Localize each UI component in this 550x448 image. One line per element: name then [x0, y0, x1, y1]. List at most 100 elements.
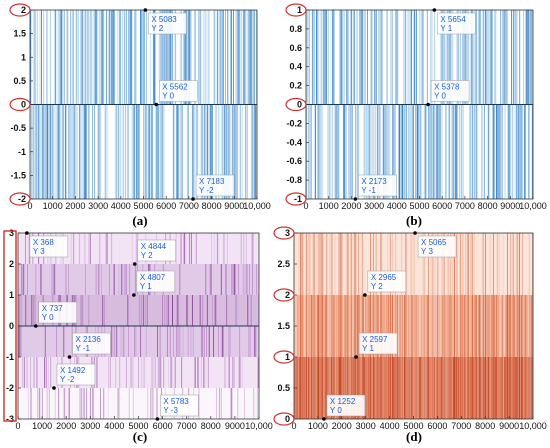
highlight-bracket: [3, 230, 17, 422]
y-tick-label: -0.8: [286, 175, 302, 185]
y-tick-label: 1.5: [277, 321, 290, 331]
x-tick-label: 8000: [201, 421, 221, 431]
datatip-box: [148, 12, 187, 35]
datatip-box: [326, 394, 366, 417]
x-tick-label: 7000: [455, 201, 475, 211]
y-tick-label: -0.5: [10, 123, 26, 133]
datatip-x-text: X 5562: [162, 83, 188, 92]
y-tick-label: -3: [6, 414, 14, 424]
y-tick-label: 0: [285, 414, 290, 424]
datatip-x-text: X 737: [42, 304, 63, 313]
y-tick-label: 2.5: [277, 259, 290, 269]
highlight-circle: [273, 226, 295, 240]
x-tick-label: 7000: [451, 421, 471, 431]
datatip-y-text: Y -3: [163, 406, 178, 415]
y-tick-label: -2: [18, 194, 26, 204]
datatip-x-text: X 2597: [362, 335, 388, 344]
datatip-box: [136, 270, 176, 293]
datatip-box: [29, 235, 69, 258]
datatip-marker: [154, 102, 159, 107]
level-band: [18, 326, 259, 357]
y-tick-label: -1.5: [10, 170, 26, 180]
datatip-marker: [52, 386, 56, 390]
panel-label: (d): [406, 429, 422, 444]
datatip-marker: [132, 293, 136, 297]
highlight-circle: [285, 192, 307, 206]
datatip-y-text: Y -2: [199, 186, 214, 195]
x-tick-label: 9000: [499, 421, 519, 431]
x-tick-label: 4000: [380, 421, 400, 431]
datatip-y-text: Y 1: [362, 344, 374, 353]
datatip-marker: [155, 417, 160, 421]
panel-label: (c): [133, 429, 147, 444]
highlight-circle: [9, 3, 31, 17]
x-tick-label: 5000: [128, 421, 148, 431]
highlight-circle: [273, 288, 295, 302]
x-tick-label: 9000: [224, 201, 244, 211]
datatip-y-text: Y 2: [151, 24, 163, 33]
datatip-marker: [363, 293, 367, 297]
datatip-y-text: Y 0: [162, 92, 174, 101]
level-band: [294, 295, 533, 357]
datatip-y-text: Y 3: [33, 247, 45, 256]
datatip-y-text: Y 1: [140, 282, 152, 291]
datatip-y-text: Y 1: [440, 24, 452, 33]
y-tick-label: 0.6: [289, 43, 302, 53]
datatip-x-text: X 1252: [330, 397, 356, 406]
datatip-x-text: X 2965: [371, 273, 397, 282]
datatip-y-text: Y 0: [330, 406, 342, 415]
highlight-circle: [285, 3, 307, 17]
highlight-circle: [9, 97, 31, 112]
x-tick-label: 10,000: [243, 201, 271, 211]
level-band: [294, 233, 533, 295]
datatip-marker: [426, 102, 430, 107]
x-tick-label: 8000: [478, 201, 498, 211]
x-tick-label: 9000: [225, 421, 245, 431]
x-tick-label: 10,000: [519, 201, 547, 211]
datatip-x-text: X 5654: [440, 15, 466, 24]
datatip-marker: [322, 417, 326, 421]
datatip-y-text: Y -2: [60, 375, 75, 384]
datatip-x-text: X 5083: [151, 15, 177, 24]
x-tick-label: 0: [291, 421, 296, 431]
y-tick-label: 1: [21, 52, 26, 62]
datatip-marker: [67, 355, 72, 359]
datatip-marker: [353, 197, 358, 201]
x-tick-label: 3000: [364, 201, 384, 211]
datatip-marker: [191, 197, 195, 201]
datatip-box: [137, 239, 176, 262]
datatip-y-text: Y -1: [361, 186, 376, 195]
datatip-y-text: Y 3: [421, 247, 433, 256]
highlight-circle: [285, 97, 307, 112]
x-tick-label: 5000: [403, 421, 423, 431]
datatip-x-text: X 5065: [421, 238, 447, 247]
x-tick-label: 3000: [80, 421, 100, 431]
x-tick-label: 0: [15, 421, 20, 431]
datatip-box: [195, 174, 235, 197]
datatip-x-text: X 5378: [434, 83, 460, 92]
y-tick-label: -0.2: [286, 118, 302, 128]
datatip-marker: [132, 262, 137, 266]
y-tick-label: -0.6: [286, 156, 302, 166]
x-tick-label: 4000: [387, 201, 407, 211]
y-tick-label: -1: [294, 194, 302, 204]
datatip-marker: [354, 355, 358, 359]
panel-label: (b): [406, 213, 422, 228]
highlight-circle: [9, 192, 31, 206]
x-tick-label: 10,000: [245, 421, 273, 431]
x-tick-label: 2000: [65, 201, 85, 211]
x-tick-label: 1000: [308, 421, 328, 431]
y-tick-label: 2: [285, 290, 290, 300]
datatip-y-text: Y 2: [141, 251, 153, 260]
datatip-y-text: Y 2: [371, 282, 383, 291]
x-tick-label: 9000: [500, 201, 520, 211]
panel-label: (a): [132, 213, 147, 228]
y-tick-label: 0: [297, 100, 302, 110]
datatip-box: [56, 363, 96, 386]
datatip-box: [437, 12, 476, 35]
datatip-x-text: X 2173: [361, 177, 387, 186]
